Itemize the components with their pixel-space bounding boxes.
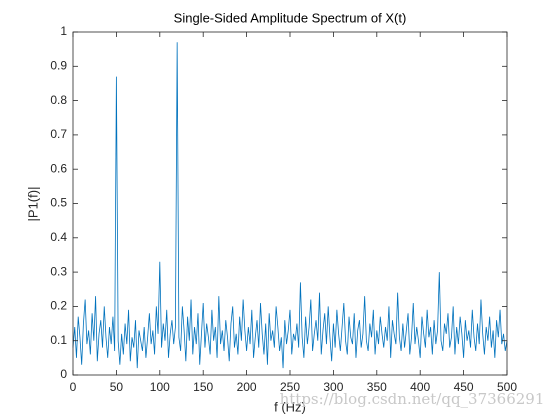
x-tick-label: 450: [454, 380, 474, 394]
y-axis-label: |P1(f)|: [25, 187, 40, 222]
x-tick-label: 100: [150, 380, 170, 394]
y-tick-label: 0.8: [50, 93, 67, 107]
y-tick-label: 1: [60, 24, 67, 38]
x-tick-label: 200: [237, 380, 257, 394]
x-tick-label: 50: [110, 380, 124, 394]
y-tick-label: 0.1: [50, 333, 67, 347]
y-tick-label: 0.3: [50, 264, 67, 278]
x-tick-label: 0: [70, 380, 77, 394]
data-line: [72, 42, 508, 369]
chart-title: Single-Sided Amplitude Spectrum of X(t): [174, 10, 407, 25]
y-tick-label: 0.5: [50, 196, 67, 210]
x-axis-label: f (Hz): [274, 399, 306, 414]
x-tick-label: 500: [497, 380, 517, 394]
y-tick-label: 0: [60, 367, 67, 381]
x-tick-label: 350: [367, 380, 387, 394]
watermark: https://blog.csdn.net/qq_37366291: [280, 390, 545, 408]
x-tick-label: 250: [280, 380, 300, 394]
x-tick-label: 150: [193, 380, 213, 394]
x-tick-label: 400: [410, 380, 430, 394]
y-tick-label: 0.6: [50, 161, 67, 175]
y-tick-label: 0.7: [50, 127, 67, 141]
y-tick-label: 0.4: [50, 230, 67, 244]
y-tick-label: 0.2: [50, 299, 67, 313]
x-tick-label: 300: [323, 380, 343, 394]
y-tick-label: 0.9: [50, 58, 67, 72]
